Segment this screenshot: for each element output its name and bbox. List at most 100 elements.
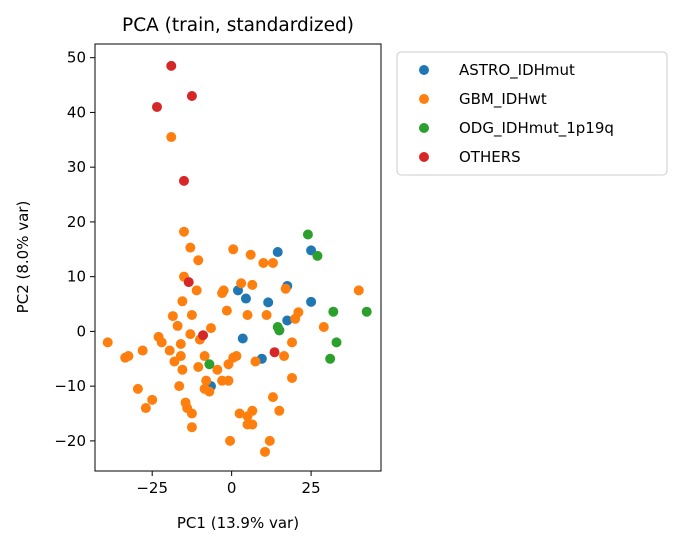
data-point <box>193 361 204 372</box>
data-point <box>328 306 339 317</box>
data-point <box>274 405 285 416</box>
data-point <box>132 383 143 394</box>
series-2 <box>204 229 372 370</box>
data-point <box>151 101 162 112</box>
data-point <box>166 132 177 143</box>
data-point <box>198 330 209 341</box>
data-point <box>166 60 177 71</box>
data-point <box>267 257 278 268</box>
data-point <box>274 325 285 336</box>
series-1 <box>102 132 364 457</box>
x-tick-label: −25 <box>136 479 168 497</box>
data-point <box>236 278 247 289</box>
data-point <box>242 309 253 320</box>
data-point <box>250 356 261 367</box>
data-point <box>140 403 151 414</box>
data-point <box>167 311 178 322</box>
legend-marker <box>419 65 429 75</box>
data-point <box>361 306 372 317</box>
legend-box <box>396 51 668 176</box>
data-point <box>186 91 197 102</box>
x-axis: −25 0 25 <box>136 471 321 497</box>
data-point <box>325 353 336 364</box>
legend: ASTRO_IDHmut GBM_IDHwt ODG_IDHmut_1p19q OTH… <box>396 51 668 176</box>
data-point <box>123 351 134 362</box>
data-point <box>312 250 323 261</box>
data-point <box>185 329 196 340</box>
data-point <box>280 283 291 294</box>
data-point <box>272 247 283 258</box>
data-point <box>183 277 194 288</box>
data-point <box>261 309 272 320</box>
data-point <box>353 285 364 296</box>
data-point <box>228 244 239 255</box>
x-tick-label: 25 <box>302 479 321 497</box>
data-point <box>287 372 298 383</box>
data-point <box>174 381 185 392</box>
data-point <box>199 351 210 362</box>
y-tick-label: −20 <box>54 432 86 450</box>
data-point <box>269 347 280 358</box>
data-point <box>293 307 304 318</box>
data-point <box>178 175 189 186</box>
data-point <box>318 322 329 333</box>
plot-frame <box>94 43 382 472</box>
series-3 <box>151 60 280 358</box>
data-point <box>279 351 290 362</box>
y-tick-label: 10 <box>67 268 86 286</box>
legend-label: ODG_IDHmut_1p19q <box>459 119 614 138</box>
data-point <box>228 352 239 363</box>
data-point <box>306 296 317 307</box>
data-point <box>178 226 189 237</box>
data-point <box>201 375 212 386</box>
data-point <box>193 255 204 266</box>
data-point <box>221 305 232 316</box>
legend-label: GBM_IDHwt <box>459 90 547 109</box>
data-point <box>186 422 197 433</box>
data-point <box>287 337 298 348</box>
data-point <box>225 435 236 446</box>
data-point <box>204 386 215 397</box>
data-point <box>331 337 342 348</box>
data-point <box>186 309 197 320</box>
data-point <box>185 242 196 253</box>
data-point <box>264 435 275 446</box>
data-point <box>182 403 193 414</box>
y-tick-label: 50 <box>67 49 86 67</box>
data-point <box>247 405 258 416</box>
legend-label: OTHERS <box>459 148 521 166</box>
data-point <box>260 446 271 457</box>
data-point <box>169 356 180 367</box>
data-point <box>102 337 113 348</box>
data-point <box>212 364 223 375</box>
data-point <box>204 359 215 370</box>
data-point <box>263 297 274 308</box>
data-point <box>177 364 188 375</box>
y-axis: −20 −10 0 10 20 30 40 50 <box>54 49 95 450</box>
data-point <box>175 338 186 349</box>
data-point <box>217 288 228 299</box>
y-tick-label: 20 <box>67 213 86 231</box>
data-point <box>302 229 313 240</box>
data-point <box>234 408 245 419</box>
data-point <box>164 345 175 356</box>
data-point <box>237 333 248 344</box>
plot-points <box>102 60 372 457</box>
data-point <box>247 419 258 430</box>
y-tick-label: −10 <box>54 377 86 395</box>
legend-label: ASTRO_IDHmut <box>459 61 575 80</box>
data-point <box>267 392 278 403</box>
data-point <box>258 257 269 268</box>
data-point <box>177 296 188 307</box>
data-point <box>205 323 216 334</box>
legend-marker <box>419 123 429 133</box>
data-point <box>156 337 167 348</box>
legend-marker <box>419 152 429 162</box>
data-point <box>245 249 256 260</box>
y-tick-label: 30 <box>67 158 86 176</box>
chart-title: PCA (train, standardized) <box>122 15 354 36</box>
data-point <box>191 285 202 296</box>
legend-marker <box>419 94 429 104</box>
data-point <box>240 293 251 304</box>
